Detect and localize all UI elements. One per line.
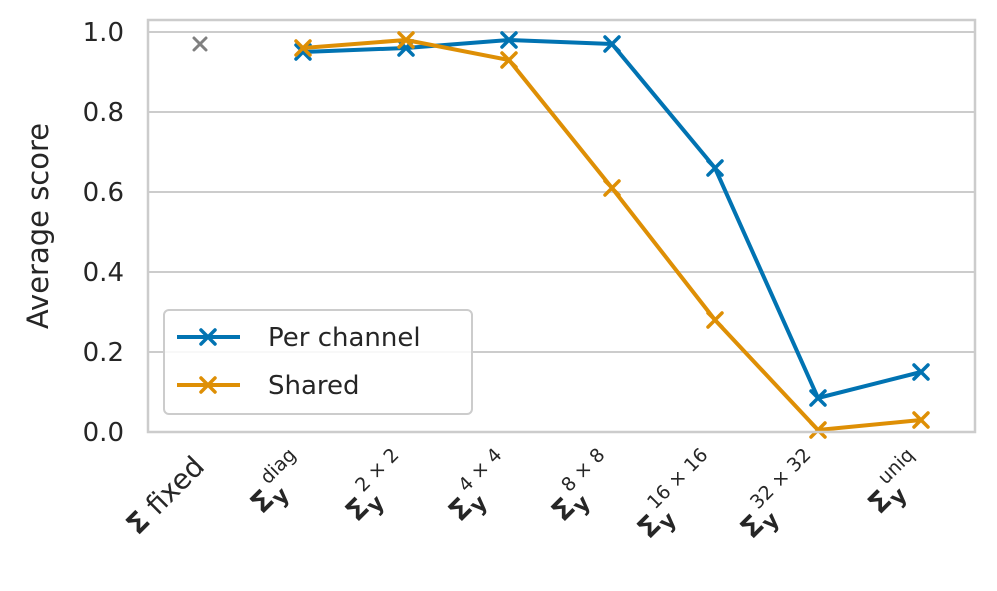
x-tick-label: Σ fixed [119,450,210,541]
marker-stroke [500,31,518,49]
y-axis-label: Average score [21,123,55,329]
marker-stroke [397,31,415,49]
y-tick-label: 0.0 [83,418,124,448]
y-tick-label: 0.8 [83,98,124,128]
data-point [603,35,621,53]
legend-label: Shared [268,371,360,401]
x-tick-superscript: 8 × 8 [557,444,609,496]
x-tick-superscript: 2 × 2 [351,444,403,496]
x-tick-label: Σy16 × 16 [625,444,730,549]
data-point [706,159,724,177]
x-tick-label: Σy8 × 8 [539,444,627,532]
x-tick-superscript: 16 × 16 [643,444,713,514]
x-tick-text: Σy8 × 8 [539,444,627,532]
data-point [500,51,518,69]
x-tick-superscript: uniq [874,444,919,489]
x-tick-text: Σy16 × 16 [625,444,730,549]
marker-stroke [706,159,724,177]
marker-stroke [706,311,724,329]
y-tick-label: 0.6 [83,178,124,208]
data-point [500,31,518,49]
baseline-marker [192,36,208,52]
data-point [809,389,827,407]
x-tick-text: Σy4 × 4 [436,444,524,532]
marker-stroke [603,179,621,197]
x-tick-suffix: fixed [133,450,211,528]
data-point [706,311,724,329]
marker-stroke [192,36,208,52]
marker-stroke [912,411,930,429]
marker-stroke [500,51,518,69]
x-tick-label: Σy4 × 4 [436,444,524,532]
data-point [603,179,621,197]
data-point [294,39,312,57]
x-tick-label: Σyuniq [856,444,937,525]
marker-stroke [199,376,217,394]
data-point [809,421,827,439]
data-point [912,363,930,381]
y-tick-label: 1.0 [83,18,124,48]
x-tick-superscript: 32 × 32 [746,444,816,514]
plot-frame [146,18,977,434]
x-tick-superscript: 4 × 4 [454,444,506,496]
legend-marker [199,328,217,346]
x-tick-text: Σy2 × 2 [333,444,421,532]
marker-stroke [809,421,827,439]
x-tick-text: Σyuniq [856,444,937,525]
data-point [912,411,930,429]
x-tick-label: Σy2 × 2 [333,444,421,532]
y-tick-label: 0.4 [83,258,124,288]
data-point [397,31,415,49]
marker-stroke [912,363,930,381]
x-tick-text: Σy32 × 32 [728,444,833,549]
x-tick-superscript: diag [256,444,301,489]
x-tick-label: Σy32 × 32 [728,444,833,549]
legend-marker [199,376,217,394]
marker-stroke [199,328,217,346]
y-tick-label: 0.2 [83,338,124,368]
marker-stroke [809,389,827,407]
x-tick-text: Σ fixed [119,450,210,541]
legend-box [163,309,473,415]
legend-label: Per channel [268,323,421,353]
series-group [192,31,930,439]
marker-stroke [603,35,621,53]
marker-stroke [294,39,312,57]
x-tick-label: Σydiag [238,444,318,524]
legend: Per channel Shared [163,309,473,415]
y-tick-labels: 0.0 0.2 0.4 0.6 0.8 1.0 [83,18,124,448]
x-tick-text: Σydiag [238,444,318,524]
